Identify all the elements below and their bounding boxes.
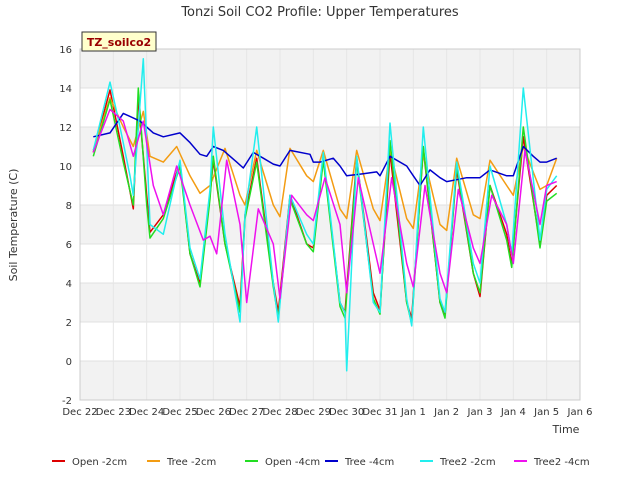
x-tick-label: Jan 2: [433, 407, 459, 418]
x-tick-label: Dec 26: [196, 407, 231, 418]
series-line-open-4cm: [92, 87, 558, 325]
x-tick-label: Jan 4: [500, 407, 526, 418]
background-bands: [80, 49, 580, 400]
y-tick-label: 4: [66, 279, 72, 290]
y-tick-label: 8: [66, 201, 72, 212]
legend-label: Tree -2cm: [166, 457, 216, 468]
y-tick-label: 16: [59, 45, 72, 56]
x-tick-label: Jan 6: [567, 407, 593, 418]
badge-box: [81, 31, 157, 52]
x-tick-label: Jan 1: [400, 407, 426, 418]
y-tick-label: 14: [59, 84, 72, 95]
series-line-tree-2cm: [92, 97, 558, 232]
background-band: [80, 361, 580, 400]
x-tick-label: Dec 28: [262, 407, 297, 418]
x-tick-label: Dec 23: [96, 407, 131, 418]
x-tick-label: Jan 5: [533, 407, 559, 418]
chart-title: Tonzi Soil CO2 Profile: Upper Temperatur…: [180, 5, 459, 20]
legend-label: Tree -4cm: [344, 457, 394, 468]
x-tick-label: Dec 27: [229, 407, 264, 418]
y-axis-label: Soil Temperature (C): [7, 169, 20, 282]
badge-label: TZ_soilco2: [87, 36, 151, 49]
series-line-tree-4cm: [93, 112, 557, 187]
legend-label: Open -2cm: [72, 457, 127, 468]
series-line-tree2-4cm: [92, 108, 557, 304]
x-tick-label: Jan 3: [467, 407, 493, 418]
x-tick-label: Dec 31: [362, 407, 397, 418]
y-tick-label: 2: [66, 318, 72, 329]
background-band: [80, 283, 580, 322]
series-lines: [92, 58, 558, 372]
y-tick-label: 12: [59, 123, 72, 134]
x-tick-label: Dec 24: [129, 407, 164, 418]
y-tick-label: -2: [62, 396, 72, 407]
x-tick-label: Dec 30: [329, 407, 364, 418]
legend: Open -2cm Tree -2cm Open -4cm Tree -4cm Tree…: [52, 457, 590, 468]
x-tick-label: Dec 22: [62, 407, 97, 418]
legend-label: Open -4cm: [265, 457, 320, 468]
background-band: [80, 49, 580, 88]
y-axis-ticks: -2 0 2 4 6 8 10 12 14 16: [59, 45, 72, 407]
y-tick-label: 6: [66, 240, 72, 251]
legend-label: Tree2 -2cm: [439, 457, 496, 468]
x-axis-label: Time: [552, 423, 580, 436]
x-tick-label: Dec 25: [162, 407, 197, 418]
y-tick-label: 0: [66, 357, 72, 368]
y-tick-label: 10: [59, 162, 72, 173]
plot-frame: [79, 48, 581, 401]
x-tick-label: Dec 29: [296, 407, 331, 418]
series-line-tree2-2cm: [92, 58, 558, 372]
dataset-badge: TZ_soilco2: [81, 31, 157, 52]
legend-label: Tree2 -4cm: [533, 457, 590, 468]
